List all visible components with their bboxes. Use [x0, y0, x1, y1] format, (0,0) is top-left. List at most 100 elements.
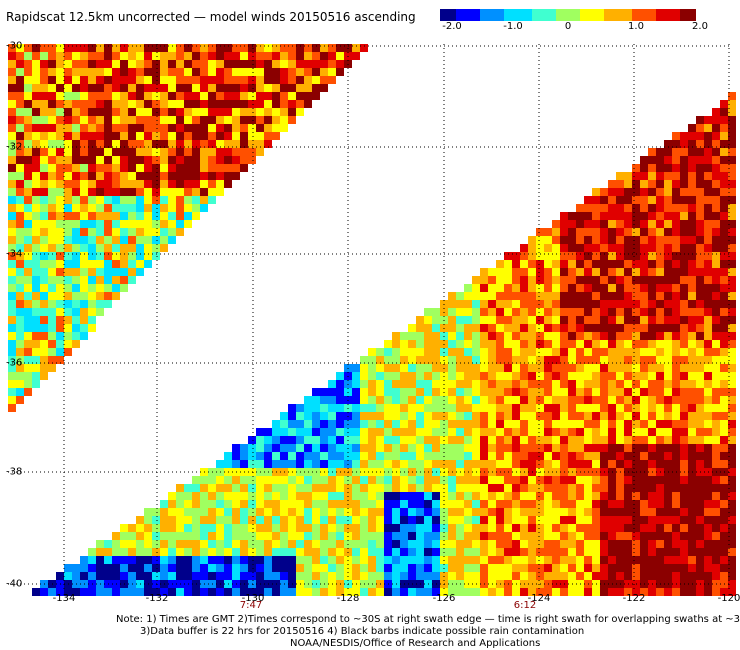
wind-cell [568, 236, 576, 244]
wind-cell [680, 268, 688, 276]
wind-cell [640, 260, 648, 268]
wind-cell [456, 308, 464, 316]
wind-cell [104, 236, 112, 244]
wind-cell [328, 484, 336, 492]
wind-cell [520, 564, 528, 572]
wind-cell [720, 132, 728, 140]
wind-cell [632, 260, 640, 268]
wind-cell [592, 380, 600, 388]
wind-cell [136, 564, 144, 572]
wind-cell [72, 60, 80, 68]
wind-cell [616, 332, 624, 340]
wind-cell [328, 60, 336, 68]
wind-cell [40, 356, 48, 364]
wind-cell [672, 380, 680, 388]
wind-cell [672, 412, 680, 420]
wind-cell [384, 460, 392, 468]
wind-cell [616, 556, 624, 564]
wind-cell [216, 188, 224, 196]
wind-cell [616, 460, 624, 468]
wind-cell [336, 564, 344, 572]
wind-cell [592, 532, 600, 540]
wind-cell [480, 396, 488, 404]
wind-cell [368, 484, 376, 492]
wind-cell [528, 372, 536, 380]
wind-cell [320, 548, 328, 556]
wind-cell [720, 300, 728, 308]
wind-cell [576, 396, 584, 404]
wind-cell [368, 380, 376, 388]
wind-cell [648, 388, 656, 396]
wind-cell [56, 300, 64, 308]
wind-cell [720, 340, 728, 348]
wind-cell [696, 380, 704, 388]
wind-cell [512, 316, 520, 324]
wind-cell [520, 396, 528, 404]
wind-cell [376, 428, 384, 436]
wind-cell [296, 572, 304, 580]
wind-cell [24, 324, 32, 332]
wind-cell [464, 404, 472, 412]
wind-cell [48, 316, 56, 324]
wind-cell [592, 388, 600, 396]
wind-cell [608, 524, 616, 532]
wind-cell [320, 588, 328, 596]
wind-cell [576, 364, 584, 372]
wind-cell [696, 340, 704, 348]
wind-cell [304, 92, 312, 100]
wind-cell [592, 340, 600, 348]
wind-cell [448, 388, 456, 396]
wind-cell [656, 532, 664, 540]
wind-cell [240, 524, 248, 532]
wind-cell [704, 428, 712, 436]
wind-cell [536, 532, 544, 540]
wind-cell [104, 588, 112, 596]
wind-cell [400, 380, 408, 388]
wind-cell [240, 132, 248, 140]
wind-cell [112, 252, 120, 260]
wind-cell [488, 460, 496, 468]
wind-cell [512, 420, 520, 428]
wind-cell [176, 52, 184, 60]
wind-cell [608, 196, 616, 204]
wind-cell [192, 508, 200, 516]
wind-cell [312, 388, 320, 396]
wind-cell [432, 564, 440, 572]
wind-cell [512, 540, 520, 548]
wind-cell [480, 420, 488, 428]
wind-cell [352, 540, 360, 548]
wind-cell [584, 436, 592, 444]
wind-cell [216, 148, 224, 156]
wind-cell [608, 484, 616, 492]
wind-cell [656, 300, 664, 308]
wind-cell [704, 524, 712, 532]
wind-cell [504, 396, 512, 404]
wind-cell [600, 540, 608, 548]
wind-cell [528, 412, 536, 420]
wind-cell [16, 324, 24, 332]
wind-cell [632, 460, 640, 468]
wind-cell [504, 284, 512, 292]
wind-cell [400, 484, 408, 492]
wind-cell [152, 532, 160, 540]
wind-cell [592, 540, 600, 548]
wind-cell [208, 68, 216, 76]
wind-cell [360, 452, 368, 460]
wind-cell [648, 332, 656, 340]
wind-cell [544, 308, 552, 316]
wind-cell [168, 100, 176, 108]
wind-cell [312, 404, 320, 412]
wind-cell [640, 532, 648, 540]
wind-cell [72, 564, 80, 572]
wind-cell [728, 356, 736, 364]
wind-cell [424, 548, 432, 556]
wind-cell [392, 508, 400, 516]
wind-cell [664, 276, 672, 284]
wind-cell [192, 500, 200, 508]
wind-cell [360, 540, 368, 548]
wind-cell [648, 260, 656, 268]
wind-cell [648, 180, 656, 188]
wind-cell [640, 556, 648, 564]
wind-cell [72, 84, 80, 92]
wind-cell [232, 476, 240, 484]
